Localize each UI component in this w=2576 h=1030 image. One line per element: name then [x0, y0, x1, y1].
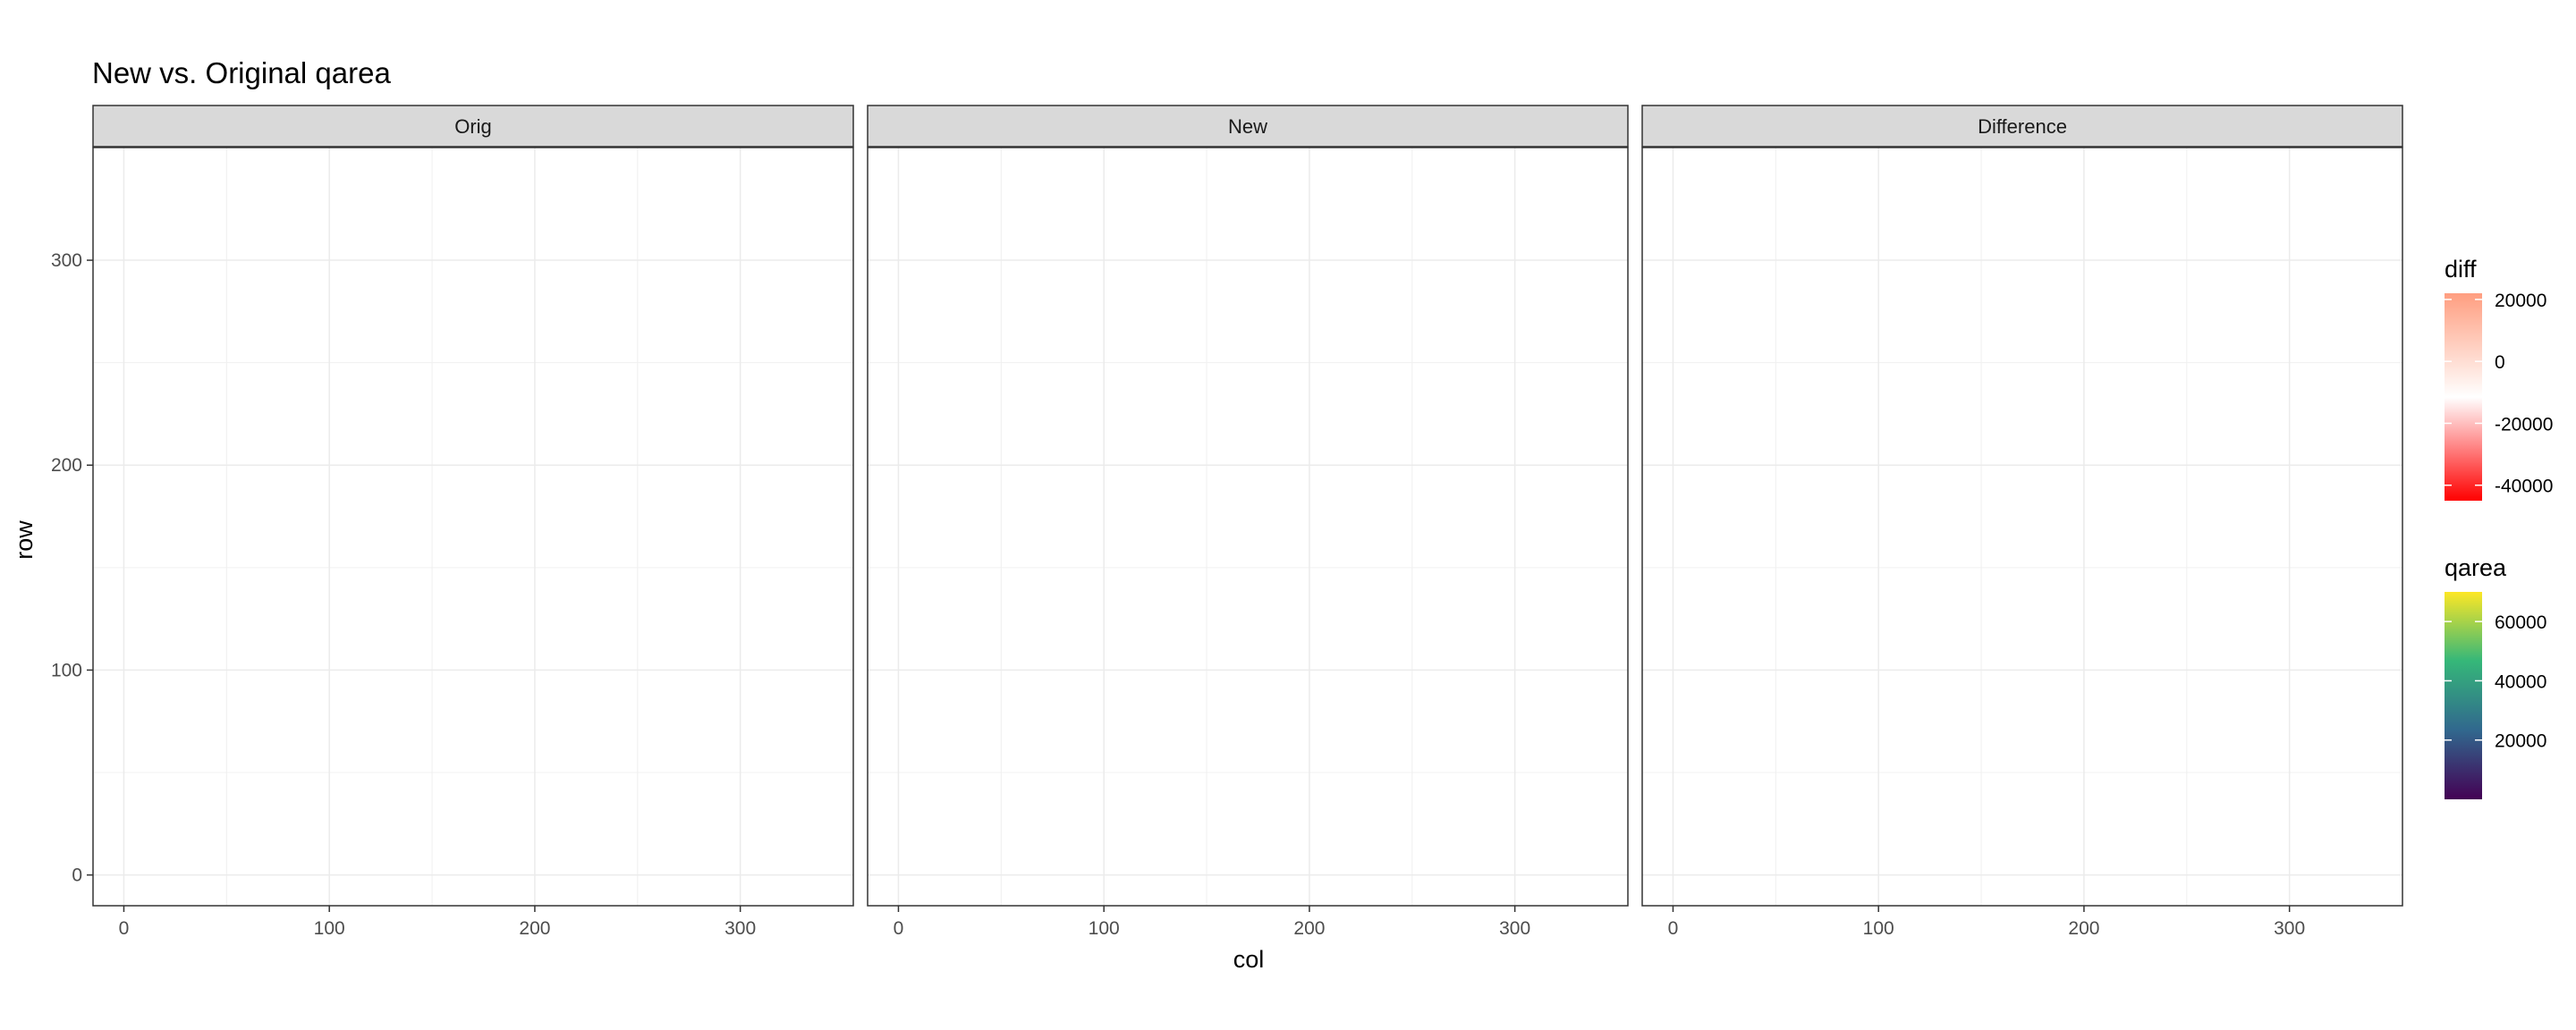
legends: diff 20000 0 -20000 -40000 qarea 60000 40000 200… [2445, 256, 2553, 799]
legend-break-label: 20000 [2495, 731, 2546, 752]
legend-break-label: 40000 [2495, 671, 2546, 692]
y-tick-label: 300 [51, 250, 82, 271]
y-tick-label: 0 [72, 865, 82, 886]
x-tick-label: 200 [1293, 918, 1325, 939]
panel-background [93, 148, 853, 906]
legend-break-label: 0 [2495, 352, 2505, 373]
y-axis: 0 100 200 300 [51, 250, 93, 886]
x-tick-label: 300 [2274, 918, 2305, 939]
facet-panel-difference: Difference 0 100 200 300 [1641, 105, 2403, 939]
x-axis-title: col [1233, 946, 1265, 973]
y-tick-label: 200 [51, 455, 82, 476]
chart-title: New vs. Original qarea [92, 56, 391, 89]
x-tick-label: 300 [1499, 918, 1530, 939]
x-tick-label: 0 [119, 918, 130, 939]
legend-title: qarea [2445, 554, 2507, 581]
x-tick-label: 100 [314, 918, 345, 939]
facet-strip-label: New [1228, 115, 1267, 138]
facet-strip-label: Difference [1978, 115, 2067, 138]
legend-break-label: -40000 [2495, 477, 2553, 497]
facet-strip-label: Orig [454, 115, 492, 138]
facet-strip [867, 105, 1629, 148]
y-tick-label: 100 [51, 660, 82, 680]
legend-break-label: 20000 [2495, 291, 2546, 311]
legend-break-label: -20000 [2495, 414, 2553, 435]
facet-panels: Orig 0 100 200 300 New 0 100 200 300 Difference 0 10… [92, 105, 2403, 939]
y-axis-title: row [11, 520, 38, 560]
facet-panel-new: New 0 100 200 300 [867, 105, 1629, 939]
x-tick-label: 0 [1668, 918, 1679, 939]
facet-strip [1641, 105, 2403, 148]
x-tick-label: 200 [2068, 918, 2099, 939]
legend-break-label: 60000 [2495, 612, 2546, 633]
x-tick-label: 100 [1863, 918, 1894, 939]
panel-border [1641, 147, 2403, 907]
legend-diff: diff 20000 0 -20000 -40000 [2445, 256, 2553, 501]
legend-qarea: qarea 60000 40000 20000 [2445, 554, 2546, 799]
facet-strip [92, 105, 854, 148]
legend-colorbar [2445, 293, 2482, 501]
panel-background [1642, 148, 2402, 906]
panel-border [92, 147, 854, 907]
legend-colorbar [2445, 592, 2482, 799]
x-tick-label: 300 [724, 918, 756, 939]
panel-border [867, 147, 1629, 907]
x-tick-label: 200 [519, 918, 550, 939]
facet-panel-orig: Orig 0 100 200 300 [92, 105, 854, 939]
x-tick-label: 0 [894, 918, 904, 939]
legend-title: diff [2445, 256, 2477, 283]
panel-background [868, 148, 1628, 906]
x-tick-label: 100 [1089, 918, 1120, 939]
